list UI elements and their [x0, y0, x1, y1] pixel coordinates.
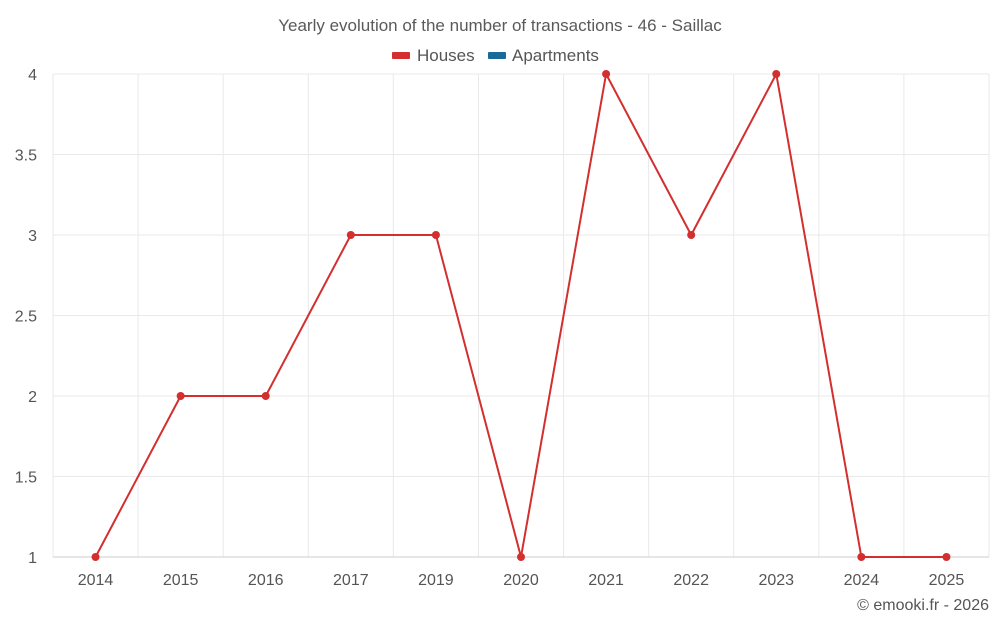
series-houses	[91, 70, 951, 561]
data-point-houses[interactable]	[517, 553, 525, 561]
data-point-houses[interactable]	[602, 70, 611, 78]
x-tick-label: 2023	[758, 572, 794, 589]
y-tick-label: 1.5	[15, 470, 37, 487]
y-tick-label: 3	[28, 228, 37, 245]
legend-item-apartments[interactable]: Apartments	[488, 46, 599, 65]
legend-swatch-houses	[392, 52, 410, 59]
y-tick-label: 1	[28, 550, 37, 567]
y-tick-label: 2.5	[15, 309, 37, 326]
x-tick-label: 2014	[78, 572, 114, 589]
legend-label-houses: Houses	[417, 46, 475, 65]
data-point-houses[interactable]	[431, 231, 440, 239]
data-point-houses[interactable]	[772, 70, 781, 78]
data-point-houses[interactable]	[857, 553, 866, 561]
data-point-houses[interactable]	[942, 553, 951, 561]
x-tick-label: 2015	[163, 572, 199, 589]
x-tick-label: 2022	[673, 572, 709, 589]
x-tick-label: 2016	[248, 572, 284, 589]
data-point-houses[interactable]	[176, 392, 185, 400]
x-tick-label: 2024	[844, 572, 880, 589]
x-tick-label: 2019	[418, 572, 454, 589]
x-tick-label: 2021	[588, 572, 624, 589]
x-tick-label: 2025	[929, 572, 965, 589]
y-axis: 1 1.5 2 2.5 3 3.5 4	[15, 67, 37, 567]
legend: Houses Apartments	[392, 46, 599, 65]
y-tick-label: 3.5	[15, 148, 37, 165]
legend-label-apartments: Apartments	[512, 46, 599, 65]
data-point-houses[interactable]	[687, 231, 696, 239]
legend-swatch-apartments	[488, 52, 506, 59]
x-tick-label: 2020	[503, 572, 539, 589]
x-tick-label: 2017	[333, 572, 369, 589]
data-point-houses[interactable]	[346, 231, 355, 239]
data-point-houses[interactable]	[261, 392, 270, 400]
chart-title: Yearly evolution of the number of transa…	[278, 16, 722, 35]
data-point-houses[interactable]	[91, 553, 100, 561]
credit-text: © emooki.fr - 2026	[857, 597, 989, 614]
x-axis: 2014 2015 2016 2017 2019 2020 2021 2022 2023 2024…	[53, 556, 989, 589]
legend-item-houses[interactable]: Houses	[392, 46, 475, 65]
y-tick-label: 4	[28, 67, 37, 84]
y-tick-label: 2	[28, 389, 37, 406]
